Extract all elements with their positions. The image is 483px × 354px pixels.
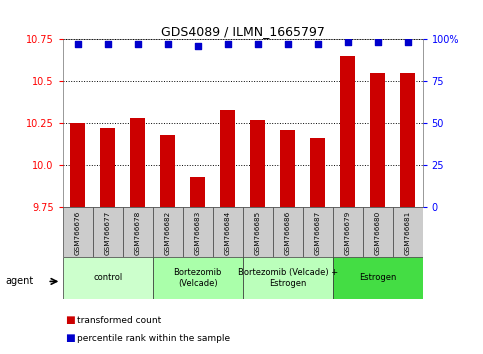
Bar — [63, 207, 93, 257]
Bar — [63, 257, 153, 299]
Bar — [333, 207, 363, 257]
Point — [374, 40, 382, 45]
Text: ■: ■ — [65, 333, 75, 343]
Point — [254, 41, 262, 47]
Text: Bortezomib (Velcade) +
Estrogen: Bortezomib (Velcade) + Estrogen — [238, 268, 338, 287]
Point — [404, 40, 412, 45]
Point — [224, 41, 231, 47]
Text: GSM766687: GSM766687 — [314, 211, 321, 255]
Text: GSM766679: GSM766679 — [345, 211, 351, 255]
Text: control: control — [93, 273, 122, 282]
Point — [104, 41, 112, 47]
Text: ■: ■ — [65, 315, 75, 325]
Bar — [303, 207, 333, 257]
Bar — [242, 257, 333, 299]
Bar — [183, 207, 213, 257]
Bar — [242, 207, 273, 257]
Bar — [190, 177, 205, 207]
Point — [314, 41, 322, 47]
Bar — [220, 109, 235, 207]
Title: GDS4089 / ILMN_1665797: GDS4089 / ILMN_1665797 — [161, 25, 325, 38]
Bar — [153, 257, 242, 299]
Point — [284, 41, 292, 47]
Text: Estrogen: Estrogen — [359, 273, 397, 282]
Bar — [310, 138, 325, 207]
Bar — [273, 207, 303, 257]
Bar — [123, 207, 153, 257]
Bar — [160, 135, 175, 207]
Bar — [333, 257, 423, 299]
Text: GSM766681: GSM766681 — [405, 211, 411, 255]
Text: agent: agent — [6, 276, 34, 286]
Point — [194, 43, 201, 48]
Bar — [213, 207, 242, 257]
Text: GSM766682: GSM766682 — [165, 211, 171, 255]
Bar — [100, 128, 115, 207]
Bar — [280, 130, 295, 207]
Text: GSM766683: GSM766683 — [195, 211, 201, 255]
Text: GSM766680: GSM766680 — [375, 211, 381, 255]
Bar — [250, 120, 265, 207]
Bar — [400, 73, 415, 207]
Bar — [130, 118, 145, 207]
Bar — [71, 123, 85, 207]
Bar — [363, 207, 393, 257]
Text: GSM766678: GSM766678 — [135, 211, 141, 255]
Text: percentile rank within the sample: percentile rank within the sample — [77, 333, 230, 343]
Bar — [340, 56, 355, 207]
Point — [344, 40, 352, 45]
Text: GSM766677: GSM766677 — [105, 211, 111, 255]
Point — [74, 41, 82, 47]
Point — [164, 41, 171, 47]
Bar — [370, 73, 385, 207]
Bar — [93, 207, 123, 257]
Text: GSM766684: GSM766684 — [225, 211, 231, 255]
Text: Bortezomib
(Velcade): Bortezomib (Velcade) — [173, 268, 222, 287]
Text: transformed count: transformed count — [77, 316, 161, 325]
Bar — [393, 207, 423, 257]
Text: GSM766686: GSM766686 — [284, 211, 291, 255]
Text: GSM766676: GSM766676 — [75, 211, 81, 255]
Bar — [153, 207, 183, 257]
Point — [134, 41, 142, 47]
Text: GSM766685: GSM766685 — [255, 211, 261, 255]
